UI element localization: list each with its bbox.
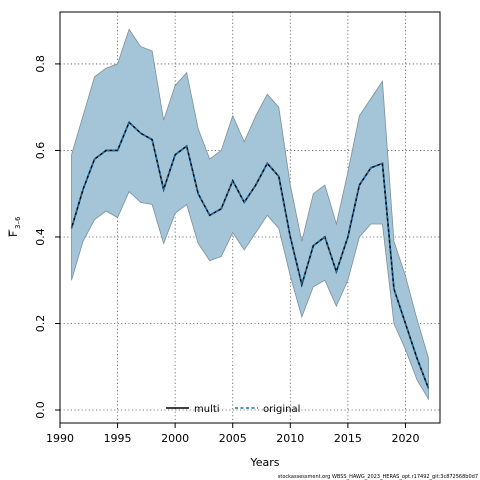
x-tick-label: 1995 [104,432,132,445]
legend-multi-label: multi [194,404,220,415]
y-tick-label: 0.4 [34,228,47,246]
legend-original-label: original [263,404,300,415]
x-tick-label: 2020 [391,432,419,445]
x-tick-label: 2015 [334,432,362,445]
y-tick-label: 0.2 [34,315,47,333]
plot-frame [59,11,441,424]
y-axis-title-sub: 3–6 [14,216,22,229]
x-axis-title: Years [249,456,279,469]
y-tick-label: 0.8 [34,55,47,72]
y-axis-title-main: F [7,231,20,237]
x-tick-label: 2010 [276,432,304,445]
y-tick-label: 0.6 [34,142,47,160]
x-tick-label: 1990 [46,432,74,445]
x-tick-label: 2005 [219,432,247,445]
x-tick-label: 2000 [161,432,189,445]
series-multi-line [70,120,430,389]
x-axis: 1990 1995 2000 2005 2010 2015 2020 [46,423,419,445]
y-axis-title: F 3–6 [7,216,22,237]
confidence-band [71,28,429,401]
y-axis: 0.0 0.2 0.4 0.6 0.8 [34,55,60,419]
source-caption: stockassessment.org WBSS_HAWG_2023_HERAS… [278,474,478,480]
y-tick-label: 0.0 [34,401,47,419]
legend: multi original [166,404,300,415]
